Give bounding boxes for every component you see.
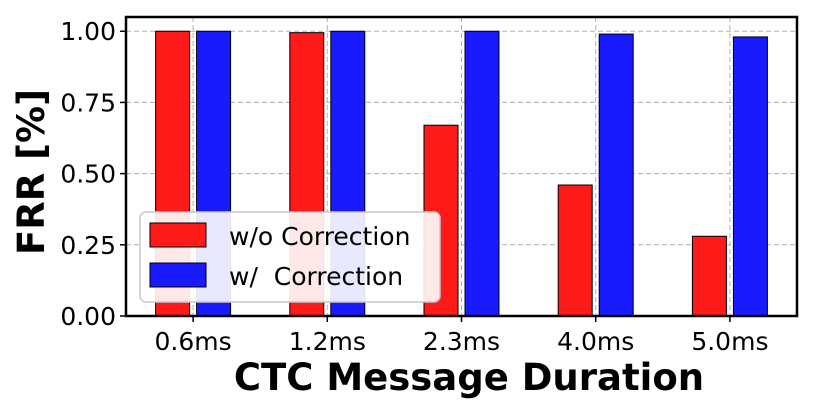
y-axis-title: FRR [%] — [10, 89, 53, 255]
y-tick-label: 1.00 — [60, 17, 116, 46]
y-tick-label: 0.00 — [60, 302, 116, 331]
legend-swatch-w-correction — [149, 262, 207, 288]
legend-box — [139, 211, 441, 303]
y-axis: 0.00 0.25 0.50 0.75 1.00 — [60, 17, 126, 331]
y-tick-label: 0.75 — [60, 88, 116, 117]
y-tick-label: 0.25 — [60, 231, 116, 260]
bar-wo-correction — [557, 184, 593, 317]
x-tick-label: 0.6ms — [155, 327, 232, 356]
legend-label-wo-correction: w/o Correction — [229, 222, 410, 251]
legend: w/o Correction w/ Correction — [139, 211, 441, 303]
bar-w-correction — [464, 30, 500, 317]
x-tick-label: 2.3ms — [423, 327, 500, 356]
x-axis-title: CTC Message Duration — [234, 356, 704, 399]
x-tick-label: 4.0ms — [557, 327, 634, 356]
x-tick-label: 1.2ms — [289, 327, 366, 356]
bar-w-correction — [732, 36, 768, 317]
x-axis: 0.6ms 1.2ms 2.3ms 4.0ms 5.0ms — [155, 316, 768, 356]
bar-w-correction — [598, 33, 634, 317]
bar-wo-correction — [691, 235, 727, 317]
legend-label-w-correction: w/ Correction — [229, 262, 403, 291]
y-tick-label: 0.50 — [60, 160, 116, 189]
legend-swatch-wo-correction — [149, 222, 207, 248]
x-tick-label: 5.0ms — [691, 327, 768, 356]
